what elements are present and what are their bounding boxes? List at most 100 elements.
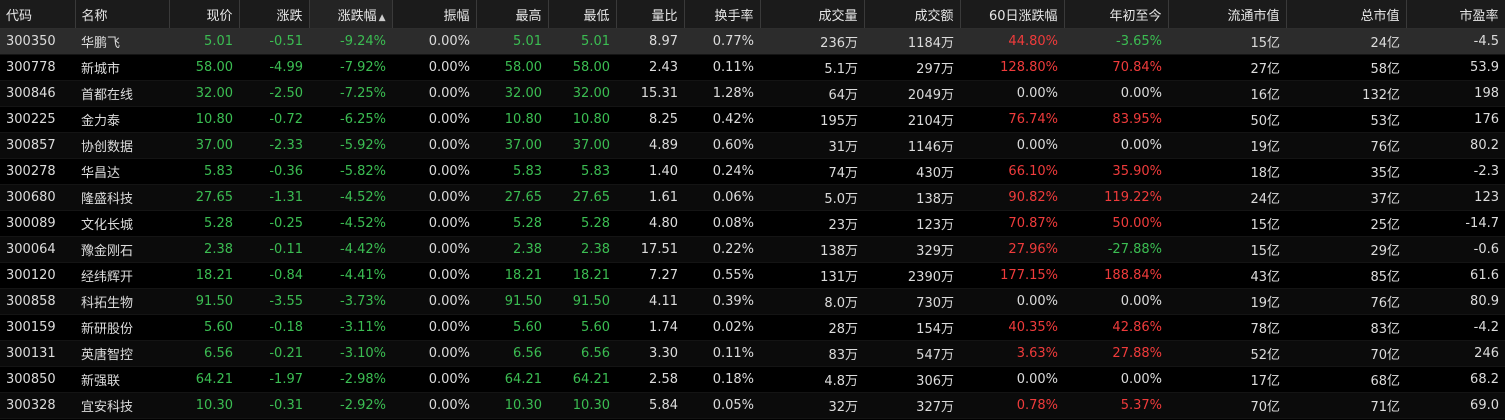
cell-amount: 2390万	[864, 262, 960, 289]
col-header-name[interactable]: 名称	[75, 0, 170, 29]
cell-volume: 74万	[760, 158, 864, 185]
table-row[interactable]: 300089 文化长城 5.28 -0.25 -4.52% 0.00% 5.28 5.28 4.…	[0, 210, 1505, 237]
cell-change: -2.33	[239, 132, 309, 159]
table-row[interactable]: 300278 华昌达 5.83 -0.36 -5.82% 0.00% 5.83 5.83 1.4…	[0, 158, 1505, 185]
cell-ytd: -27.88%	[1064, 236, 1168, 263]
cell-ytd: 83.95%	[1064, 106, 1168, 133]
cell-volume-ratio: 3.30	[616, 340, 684, 367]
col-header-ytd[interactable]: 年初至今	[1064, 0, 1169, 29]
table-row[interactable]: 300846 首都在线 32.00 -2.50 -7.25% 0.00% 32.00 32.0…	[0, 80, 1505, 107]
cell-volume-ratio: 17.51	[616, 236, 684, 263]
cell-60d: 0.00%	[960, 132, 1064, 159]
cell-change: -2.50	[239, 80, 309, 107]
cell-volume-ratio: 4.89	[616, 132, 684, 159]
cell-pe: 246	[1406, 340, 1505, 367]
cell-amplitude: 0.00%	[392, 340, 476, 367]
cell-volume: 23万	[760, 210, 864, 237]
cell-pe: -0.6	[1406, 236, 1505, 263]
cell-amplitude: 0.00%	[392, 158, 476, 185]
table-row[interactable]: 300858 科拓生物 91.50 -3.55 -3.73% 0.00% 91.50 91.5…	[0, 288, 1505, 315]
cell-amplitude: 0.00%	[392, 28, 476, 55]
cell-60d: 0.00%	[960, 80, 1064, 107]
cell-float-cap: 19亿	[1168, 132, 1286, 159]
table-row[interactable]: 300131 英唐智控 6.56 -0.21 -3.10% 0.00% 6.56 6.56 3.…	[0, 340, 1505, 367]
cell-high: 5.83	[476, 158, 548, 185]
cell-turnover: 0.11%	[684, 54, 760, 81]
col-header-code[interactable]: 代码	[0, 0, 76, 29]
table-row[interactable]: 300120 经纬辉开 18.21 -0.84 -4.41% 0.00% 18.21 18.2…	[0, 262, 1505, 289]
cell-high: 5.60	[476, 314, 548, 341]
cell-name: 新城市	[75, 54, 169, 81]
col-header-60d[interactable]: 60日涨跌幅	[960, 0, 1065, 29]
cell-pct: -6.25%	[309, 106, 392, 133]
cell-code: 300064	[0, 236, 75, 263]
cell-60d: 66.10%	[960, 158, 1064, 185]
cell-high: 10.30	[476, 392, 548, 419]
cell-ytd: -3.65%	[1064, 28, 1168, 55]
table-row[interactable]: 300350 华鹏飞 5.01 -0.51 -9.24% 0.00% 5.01 5.01 8.9…	[0, 28, 1505, 55]
cell-high: 32.00	[476, 80, 548, 107]
cell-turnover: 0.77%	[684, 28, 760, 55]
cell-change: -0.21	[239, 340, 309, 367]
cell-price: 37.00	[169, 132, 239, 159]
cell-ytd: 42.86%	[1064, 314, 1168, 341]
cell-pct: -4.52%	[309, 210, 392, 237]
cell-name: 豫金刚石	[75, 236, 169, 263]
cell-low: 91.50	[548, 288, 616, 315]
table-row[interactable]: 300328 宜安科技 10.30 -0.31 -2.92% 0.00% 10.30 10.3…	[0, 392, 1505, 419]
col-header-pe[interactable]: 市盈率	[1406, 0, 1505, 29]
col-header-price[interactable]: 现价	[169, 0, 240, 29]
col-header-amount[interactable]: 成交额	[864, 0, 961, 29]
cell-pct: -2.98%	[309, 366, 392, 393]
cell-volume-ratio: 15.31	[616, 80, 684, 107]
cell-amount: 327万	[864, 392, 960, 419]
cell-total-cap: 29亿	[1286, 236, 1406, 263]
table-row[interactable]: 300778 新城市 58.00 -4.99 -7.92% 0.00% 58.00 58.00…	[0, 54, 1505, 81]
cell-volume-ratio: 1.40	[616, 158, 684, 185]
col-header-low[interactable]: 最低	[548, 0, 617, 29]
cell-pct: -2.92%	[309, 392, 392, 419]
cell-volume: 195万	[760, 106, 864, 133]
cell-amount: 154万	[864, 314, 960, 341]
cell-volume-ratio: 5.84	[616, 392, 684, 419]
table-row[interactable]: 300680 隆盛科技 27.65 -1.31 -4.52% 0.00% 27.65 27.6…	[0, 184, 1505, 211]
cell-name: 文化长城	[75, 210, 169, 237]
cell-float-cap: 16亿	[1168, 80, 1286, 107]
cell-code: 300225	[0, 106, 75, 133]
cell-volume: 5.0万	[760, 184, 864, 211]
cell-volume: 32万	[760, 392, 864, 419]
col-header-float-cap[interactable]: 流通市值	[1168, 0, 1287, 29]
cell-ytd: 0.00%	[1064, 132, 1168, 159]
col-header-total-cap[interactable]: 总市值	[1286, 0, 1407, 29]
cell-low: 64.21	[548, 366, 616, 393]
cell-float-cap: 15亿	[1168, 236, 1286, 263]
cell-60d: 0.78%	[960, 392, 1064, 419]
cell-60d: 40.35%	[960, 314, 1064, 341]
col-header-turnover[interactable]: 换手率	[684, 0, 761, 29]
col-header-volume[interactable]: 成交量	[760, 0, 865, 29]
table-row[interactable]: 300857 协创数据 37.00 -2.33 -5.92% 0.00% 37.00 37.0…	[0, 132, 1505, 159]
col-header-change[interactable]: 涨跌	[239, 0, 310, 29]
table-row[interactable]: 300064 豫金刚石 2.38 -0.11 -4.42% 0.00% 2.38 2.38 17…	[0, 236, 1505, 263]
col-header-volume-ratio[interactable]: 量比	[616, 0, 685, 29]
cell-code: 300350	[0, 28, 75, 55]
cell-amplitude: 0.00%	[392, 314, 476, 341]
cell-pe: 80.9	[1406, 288, 1505, 315]
table-row[interactable]: 300225 金力泰 10.80 -0.72 -6.25% 0.00% 10.80 10.80…	[0, 106, 1505, 133]
col-header-amplitude[interactable]: 振幅	[392, 0, 477, 29]
cell-pct: -4.52%	[309, 184, 392, 211]
cell-total-cap: 83亿	[1286, 314, 1406, 341]
cell-low: 6.56	[548, 340, 616, 367]
header-row: 代码 名称 现价 涨跌 涨跌幅 ▲ 振幅 最高 最低 量比 换手率 成交量 成交额…	[0, 0, 1505, 29]
table-row[interactable]: 300850 新强联 64.21 -1.97 -2.98% 0.00% 64.21 64.21…	[0, 366, 1505, 393]
cell-volume-ratio: 7.27	[616, 262, 684, 289]
sort-asc-icon: ▲	[378, 12, 386, 23]
cell-high: 58.00	[476, 54, 548, 81]
cell-ytd: 119.22%	[1064, 184, 1168, 211]
col-header-high[interactable]: 最高	[476, 0, 549, 29]
table-row[interactable]: 300159 新研股份 5.60 -0.18 -3.11% 0.00% 5.60 5.60 1.…	[0, 314, 1505, 341]
cell-name: 科拓生物	[75, 288, 169, 315]
cell-pct: -3.10%	[309, 340, 392, 367]
cell-price: 91.50	[169, 288, 239, 315]
col-header-pct[interactable]: 涨跌幅 ▲	[309, 0, 393, 29]
